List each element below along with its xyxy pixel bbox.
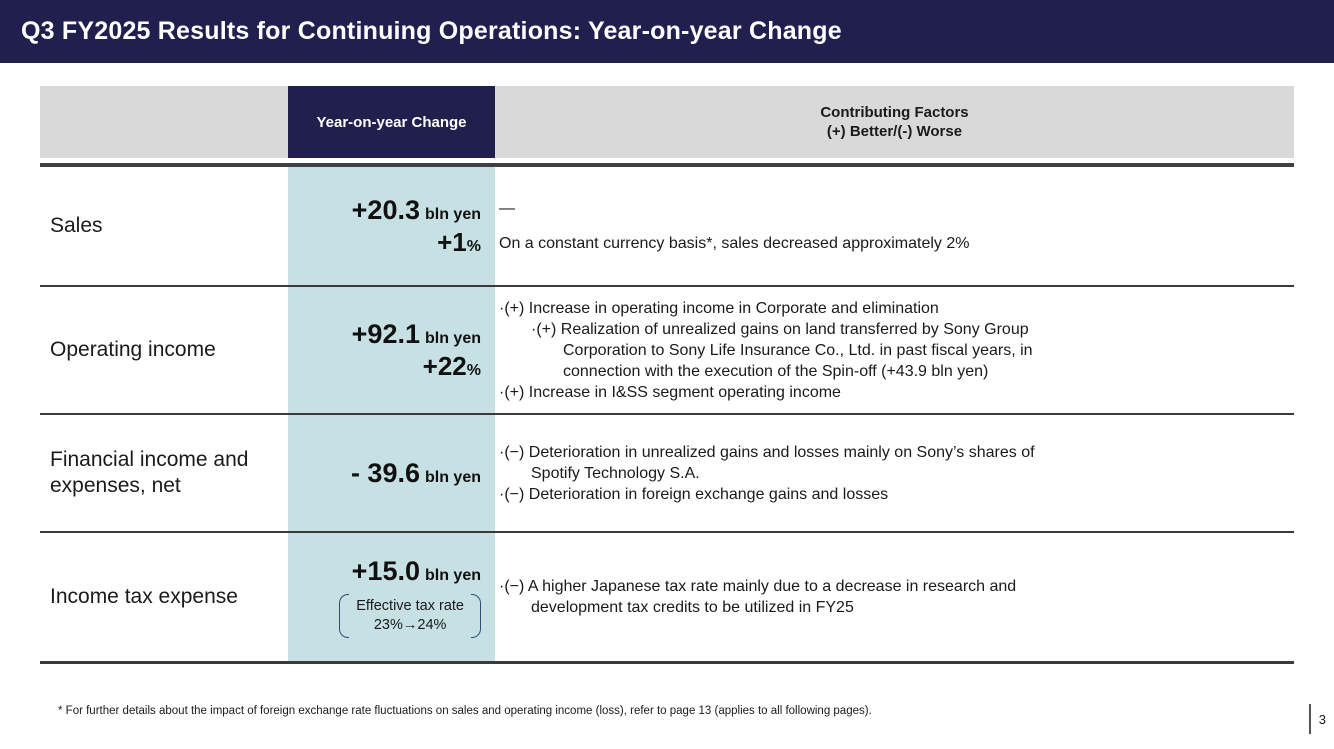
change-percent-unit: % — [466, 361, 481, 379]
note-line: Effective tax rate — [356, 598, 464, 614]
row-separator — [40, 413, 1294, 415]
change-unit: bln yen — [424, 567, 481, 584]
header-cell-blank — [40, 86, 288, 158]
row-separator — [40, 531, 1294, 533]
factor-line: ·(−) Deterioration in unrealized gains a… — [499, 443, 1035, 461]
factors-header-line1: Contributing Factors — [820, 104, 969, 121]
factor-line: Corporation to Sony Life Insurance Co., … — [563, 341, 1033, 359]
change-amount: - 39.6 — [350, 457, 420, 488]
change-percent: +1 — [437, 226, 467, 257]
effective-tax-rate-text: Effective tax rate 23%→24% — [349, 594, 471, 638]
row-label: Operating income — [50, 338, 216, 361]
change-unit: bln yen — [424, 468, 481, 486]
right-bracket — [471, 594, 481, 638]
change-amount-line: +92.1 bln yen — [352, 319, 481, 350]
change-amount: +20.3 — [351, 194, 420, 225]
contributing-factors-cell: ·(+) Increase in operating income in Cor… — [495, 287, 1294, 413]
change-unit: bln yen — [424, 329, 481, 347]
page-number-block: 3 — [1308, 703, 1326, 735]
row-label: Income tax expense — [50, 585, 238, 608]
header-separator-line — [40, 163, 1294, 167]
table-body: Sales +20.3 bln yen +1% — On a constant curre… — [40, 167, 1294, 664]
results-table: Year-on-year Change Contributing Factors… — [40, 86, 1294, 664]
factor-line: Spotify Technology S.A. — [531, 464, 700, 482]
yoy-change-cell: +15.0 bln yen Effective tax rate 23%→24% — [288, 533, 495, 661]
header-yoy-label: Year-on-year Change — [316, 113, 467, 131]
factor-line: ·(+) Increase in operating income in Cor… — [499, 299, 939, 317]
table-row: Financial income and expenses, net - 39.6… — [40, 415, 1294, 531]
page-title: Q3 FY2025 Results for Continuing Operati… — [21, 17, 842, 45]
table-row: Sales +20.3 bln yen +1% — On a constant curre… — [40, 167, 1294, 285]
change-percent-unit: % — [466, 237, 481, 255]
factor-line: connection with the execution of the Spi… — [563, 362, 989, 380]
row-separator — [40, 285, 1294, 287]
page-number: 3 — [1318, 711, 1326, 727]
factor-line: ·(−) Deterioration in foreign exchange g… — [499, 485, 889, 503]
slide-title-bar: Q3 FY2025 Results for Continuing Operati… — [0, 0, 1334, 63]
row-label: Sales — [50, 214, 103, 237]
slide: Q3 FY2025 Results for Continuing Operati… — [0, 0, 1334, 734]
header-cell-contributing-factors: Contributing Factors (+) Better/(-) Wors… — [495, 86, 1294, 158]
change-percent-line: +22% — [423, 351, 481, 382]
factor-line: ·(−) A higher Japanese tax rate mainly d… — [499, 578, 1017, 595]
change-amount-line: - 39.6 bln yen — [351, 458, 481, 489]
change-percent-line: +1% — [437, 227, 481, 258]
effective-tax-rate-note: Effective tax rate 23%→24% — [339, 594, 481, 638]
change-amount: +92.1 — [351, 318, 420, 349]
table-header-row: Year-on-year Change Contributing Factors… — [40, 86, 1294, 158]
yoy-change-cell: - 39.6 bln yen — [288, 415, 495, 531]
row-label: Financial income and expenses, net — [50, 448, 249, 497]
note-line: 23%→24% — [373, 617, 447, 633]
row-label-cell: Financial income and expenses, net — [40, 415, 288, 531]
factor-line: development tax credits to be utilized i… — [531, 599, 854, 616]
factor-line: On a constant currency basis*, sales dec… — [499, 235, 970, 252]
change-percent: +22 — [422, 350, 467, 381]
header-cell-yoy-change: Year-on-year Change — [288, 86, 495, 158]
left-bracket — [339, 594, 350, 638]
row-label-cell: Sales — [40, 167, 288, 285]
page-number-divider — [1308, 704, 1311, 734]
footnote: * For further details about the impact o… — [58, 705, 872, 717]
row-separator — [40, 661, 1294, 664]
row-label-cell: Income tax expense — [40, 533, 288, 661]
change-amount-line: +15.0 bln yen — [352, 556, 481, 587]
yoy-change-cell: +92.1 bln yen +22% — [288, 287, 495, 413]
contributing-factors-cell: ·(−) A higher Japanese tax rate mainly d… — [495, 533, 1294, 661]
row-label-cell: Operating income — [40, 287, 288, 413]
contributing-factors-cell: ·(−) Deterioration in unrealized gains a… — [495, 415, 1294, 531]
contributing-factors-cell: — On a constant currency basis*, sales de… — [495, 167, 1294, 285]
change-amount-line: +20.3 bln yen — [352, 195, 481, 226]
factor-line: ·(+) Increase in I&SS segment operating … — [499, 383, 841, 401]
yoy-change-cell: +20.3 bln yen +1% — [288, 167, 495, 285]
change-unit: bln yen — [424, 205, 481, 223]
factors-header-line2: (+) Better/(-) Worse — [826, 123, 963, 140]
table-row: Operating income +92.1 bln yen +22% ·(+) Inc… — [40, 287, 1294, 413]
table-row: Income tax expense +15.0 bln yen Effective … — [40, 533, 1294, 661]
factor-line: ·(+) Realization of unrealized gains on … — [531, 320, 1029, 338]
change-amount: +15.0 — [351, 556, 420, 586]
factor-line: — — [499, 200, 515, 217]
